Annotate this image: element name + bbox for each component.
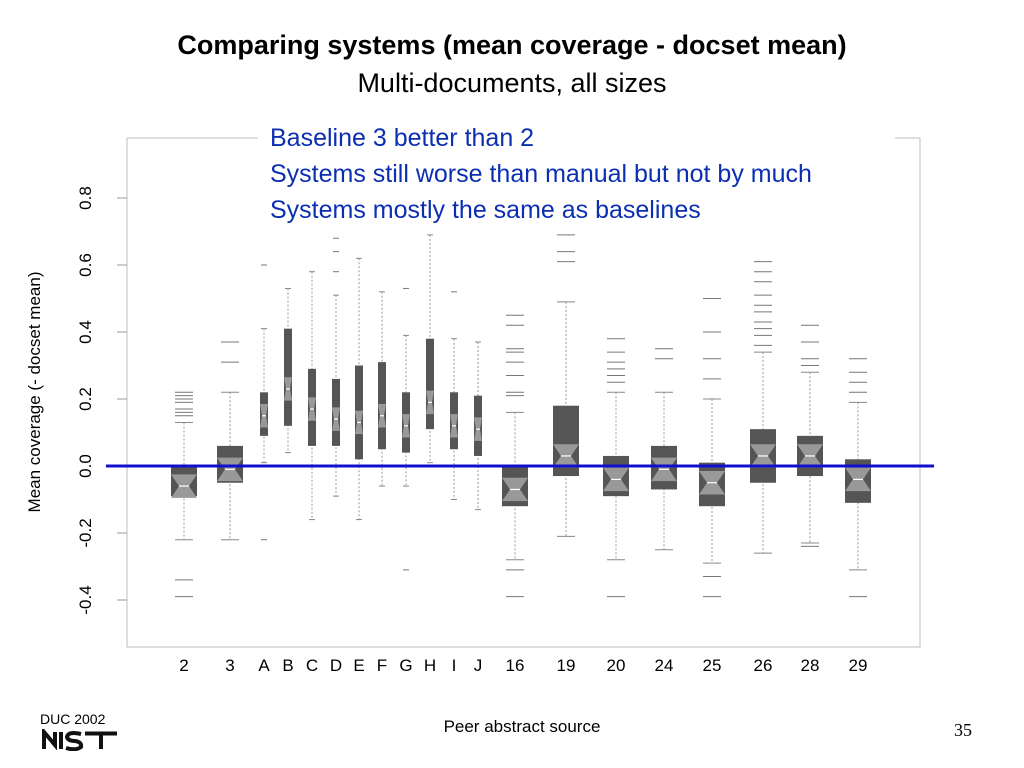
page-number: 35 [954,720,972,740]
y-tick-label: 0.4 [76,320,95,344]
box-body [284,328,292,426]
x-axis-label: Peer abstract source [444,717,601,736]
slide-subtitle: Multi-documents, all sizes [357,68,667,98]
y-tick-label: -0.4 [76,585,95,614]
slide-title: Comparing systems (mean coverage - docse… [177,30,847,60]
x-tick-label: B [282,656,293,675]
x-tick-label: 20 [607,656,626,675]
x-tick-label: E [353,656,364,675]
x-tick-label: 2 [179,656,188,675]
x-tick-label: G [399,656,412,675]
x-tick-label: 16 [506,656,525,675]
y-tick-label: 0.2 [76,387,95,411]
annotation-line-3: Systems mostly the same as baselines [270,196,701,224]
x-tick-label: A [258,656,270,675]
x-tick-label: 28 [801,656,820,675]
x-tick-label: D [330,656,342,675]
x-tick-label: 19 [557,656,576,675]
x-tick-label: C [306,656,318,675]
y-tick-label: 0.0 [76,454,95,478]
x-tick-label: F [377,656,387,675]
x-tick-label: 25 [703,656,722,675]
x-tick-label: 24 [655,656,674,675]
footer-source-label: DUC 2002 [40,711,106,727]
y-tick-label: 0.8 [76,186,95,210]
y-axis-label: Mean coverage (- docset mean) [25,272,44,513]
nist-logo [42,729,117,751]
y-tick-label: 0.6 [76,253,95,277]
x-tick-label: H [424,656,436,675]
x-tick-label: I [452,656,457,675]
y-tick-label: -0.2 [76,518,95,547]
x-tick-label: 29 [849,656,868,675]
x-tick-label: 26 [754,656,773,675]
annotation-line-1: Baseline 3 better than 2 [270,124,535,152]
annotation-line-2: Systems still worse than manual but not … [270,160,812,188]
x-tick-label: 3 [225,656,234,675]
plot-frame [126,137,921,648]
box-body [426,338,434,430]
x-tick-label: J [474,656,483,675]
